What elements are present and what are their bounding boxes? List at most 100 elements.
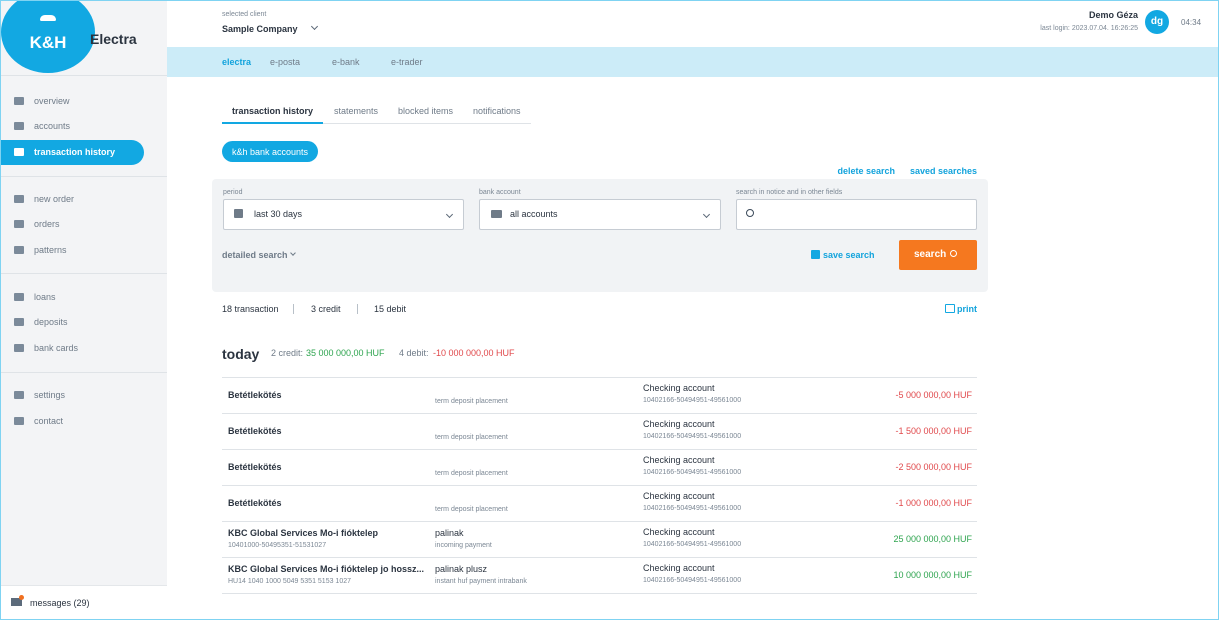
menu-item[interactable]: patterns <box>34 245 67 255</box>
partner[interactable]: Betétlekötés <box>228 498 282 508</box>
transaction-type: incoming payment <box>435 542 492 549</box>
menu-item[interactable]: accounts <box>34 121 71 131</box>
chevron <box>310 22 319 31</box>
account-number: 10402166-50494951-49561000 <box>643 469 742 476</box>
menu-item[interactable]: contact <box>34 416 64 426</box>
search-icon <box>746 209 754 217</box>
notice: palinak <box>435 528 464 538</box>
credit-label: 2 credit: <box>271 348 304 358</box>
search-button-icon <box>950 250 957 257</box>
search-input[interactable] <box>736 199 977 230</box>
search-button[interactable] <box>899 240 977 270</box>
transaction-type: instant huf payment intrabank <box>435 578 527 585</box>
transaction-type: term deposit placement <box>435 434 508 441</box>
menu-icon <box>14 246 24 254</box>
save-icon <box>811 250 820 259</box>
saved-searches[interactable]: saved searches <box>909 166 977 176</box>
tab[interactable]: notifications <box>473 106 521 116</box>
amount: -5 000 000,00 HUF <box>895 390 972 400</box>
partner[interactable]: Betétlekötés <box>228 462 282 472</box>
row-line <box>222 557 977 558</box>
nav-bar <box>167 47 1218 77</box>
search-button-label[interactable]: search <box>914 249 947 260</box>
row-line <box>222 449 977 450</box>
menu-icon <box>14 195 24 203</box>
summary-count: 18 transaction <box>222 304 279 314</box>
amount: -1 000 000,00 HUF <box>895 498 972 508</box>
amount: -1 500 000,00 HUF <box>895 426 972 436</box>
period-value: last 30 days <box>254 209 303 219</box>
avatar <box>1145 10 1169 34</box>
divider <box>1 273 167 274</box>
account-number: 10402166-50494951-49561000 <box>643 505 742 512</box>
divider <box>1 372 167 373</box>
row-line <box>222 593 977 594</box>
account-name: Checking account <box>643 383 715 393</box>
nav-link[interactable]: e-bank <box>332 57 360 67</box>
menu-item[interactable]: bank cards <box>34 343 79 353</box>
messages-link[interactable]: messages (29) <box>30 598 90 608</box>
day-title: today <box>222 346 260 362</box>
credit-total: 35 000 000,00 HUF <box>306 348 385 358</box>
period-select[interactable] <box>223 199 464 230</box>
tabs-line <box>222 123 531 124</box>
notice: palinak plusz <box>435 564 488 574</box>
menu-item[interactable]: new order <box>34 194 75 204</box>
delete-search[interactable]: delete search <box>837 166 895 176</box>
amount: 25 000 000,00 HUF <box>893 534 972 544</box>
account-number: 10402166-50494951-49561000 <box>643 577 742 584</box>
debit-label: 4 debit: <box>399 348 429 358</box>
print-icon <box>945 304 955 313</box>
user-name: Demo Géza <box>1088 10 1138 20</box>
debit-total: -10 000 000,00 HUF <box>433 348 515 358</box>
account-name: Checking account <box>643 491 715 501</box>
row-line <box>222 485 977 486</box>
partner[interactable]: Betétlekötés <box>228 390 282 400</box>
partner[interactable]: Betétlekötés <box>228 426 282 436</box>
transaction-type: term deposit placement <box>435 398 508 405</box>
account-number: 10402166-50494951-49561000 <box>643 541 742 548</box>
menu-item[interactable]: settings <box>34 390 66 400</box>
partner[interactable]: KBC Global Services Mo-i fióktelep <box>228 528 379 538</box>
client-name[interactable]: Sample Company <box>222 24 298 34</box>
partner[interactable]: KBC Global Services Mo-i fióktelep jo ho… <box>228 564 425 574</box>
menu-icon <box>14 417 24 425</box>
divider <box>1 75 167 76</box>
account-select[interactable] <box>479 199 721 230</box>
account-number: 10402166-50494951-49561000 <box>643 433 742 440</box>
accounts-button[interactable] <box>222 141 318 162</box>
transaction-type: term deposit placement <box>435 470 508 477</box>
menu-item[interactable]: overview <box>34 96 70 106</box>
nav-link[interactable]: e-posta <box>270 57 301 67</box>
divider <box>1 176 167 177</box>
menu-item[interactable]: loans <box>34 292 56 302</box>
menu-item[interactable]: orders <box>34 219 60 229</box>
menu-item[interactable]: transaction history <box>34 147 116 157</box>
save-search[interactable]: save search <box>823 250 875 260</box>
detailed-search[interactable]: detailed search <box>222 250 288 260</box>
tab[interactable]: statements <box>334 106 379 116</box>
active-item-bg <box>1 140 144 165</box>
field-label: bank account <box>479 189 521 196</box>
nav-link[interactable]: e-trader <box>391 57 423 67</box>
avatar-initials: dg <box>1150 16 1164 27</box>
amount: -2 500 000,00 HUF <box>895 462 972 472</box>
messages-dot <box>19 595 24 600</box>
tab[interactable]: transaction history <box>232 106 314 116</box>
last-login: last login: 2023.07.04. 16:26:25 <box>1040 25 1138 32</box>
messages-icon <box>11 598 22 606</box>
account-number: 10402166-50494951-49561000 <box>643 397 742 404</box>
print-link[interactable]: print <box>957 304 977 314</box>
logo-mark <box>40 15 56 21</box>
menu-item[interactable]: deposits <box>34 317 68 327</box>
field-label: search in notice and in other fields <box>736 189 843 196</box>
client-label: selected client <box>222 11 267 18</box>
nav-link[interactable]: electra <box>222 57 252 67</box>
row-line <box>222 413 977 414</box>
tab[interactable]: blocked items <box>398 106 454 116</box>
partner-account: 10401000-50495351-51531027 <box>228 542 327 549</box>
accounts-button-label[interactable]: k&h bank accounts <box>231 147 309 157</box>
active-tab-underline <box>222 122 323 124</box>
partner-account: HU14 1040 1000 5049 5351 5153 1027 <box>228 578 351 585</box>
